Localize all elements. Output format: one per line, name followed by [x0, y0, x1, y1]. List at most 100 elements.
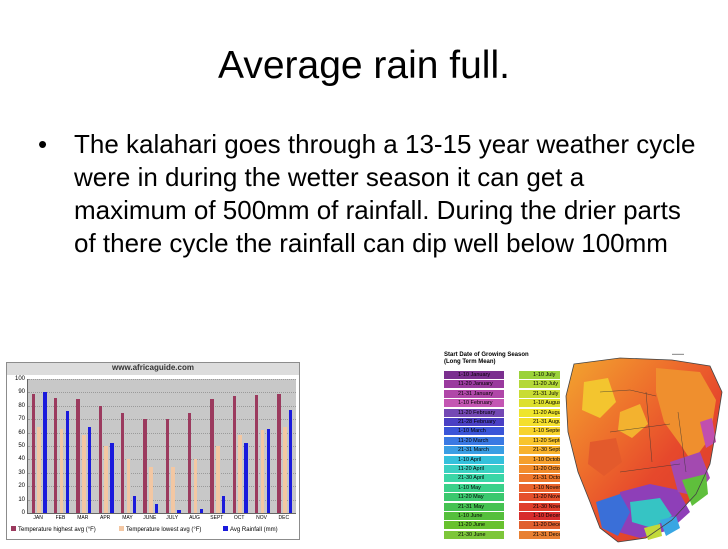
x-tick-label: APR [100, 515, 111, 521]
legend-label: 1-10 August [533, 400, 563, 407]
growing-season-map-image [565, 357, 723, 543]
gridline [28, 459, 296, 461]
legend-label: 1-10 February [458, 400, 493, 407]
growing-season-legend-item: 11-20 November [519, 493, 579, 502]
legend-swatch [519, 446, 579, 455]
legend-label: 11-20 April [458, 466, 484, 472]
chart-header: www.africaguide.com [7, 363, 299, 375]
legend-label: 1-10 December [533, 513, 571, 519]
y-tick-label: 70 [18, 416, 25, 423]
bar-jan-series-3 [43, 392, 47, 513]
growing-season-legend-item: 11-20 January [444, 380, 504, 389]
legend-swatch [519, 502, 579, 511]
legend-swatch [444, 399, 504, 408]
growing-season-legend-item: 1-10 November [519, 483, 579, 492]
legend-label: 21-31 January [458, 390, 494, 397]
y-tick-label: 10 [18, 496, 25, 503]
bullet-icon: • [38, 129, 48, 159]
legend-swatch [444, 502, 504, 511]
growing-season-legend-item: 11-20 May [444, 493, 504, 502]
map-scale-mark: ▬▬▬ [672, 351, 684, 356]
y-tick-label: 30 [18, 469, 25, 476]
legend-label: 1-10 January [458, 372, 491, 378]
legend-item: Temperature highest avg (°F) [11, 526, 96, 533]
legend-swatch [444, 436, 504, 445]
x-tick-label: JULY [166, 515, 179, 521]
gridline [28, 405, 296, 407]
growing-season-legend-item: 11-20 August [519, 408, 579, 417]
bar-may-series-2 [126, 459, 131, 513]
legend-swatch [444, 530, 504, 539]
gridline [28, 392, 296, 394]
legend-swatch [444, 408, 504, 417]
y-tick-label: 0 [21, 510, 25, 516]
growing-season-legend-item: 11-20 February [444, 408, 504, 417]
growing-season-legend-item: 21-31 July [519, 389, 579, 398]
growing-season-legend-item: 11-20 September [519, 436, 579, 445]
growing-season-legend-item: 1-10 August [519, 399, 579, 408]
bar-apr-series-1 [98, 405, 103, 513]
chart-title: www.africaguide.com [112, 363, 194, 372]
legend-label: 21-31 May [458, 503, 484, 510]
legend-swatch [519, 474, 579, 483]
x-tick-label: SEPT [210, 515, 224, 521]
bar-july-series-3 [177, 510, 181, 513]
gridline [28, 419, 296, 421]
legend-swatch [519, 371, 579, 379]
legend-swatch [519, 399, 579, 408]
legend-label: 1-10 May [458, 484, 481, 491]
legend-swatch [519, 455, 579, 464]
legend-label: 11-20 March [458, 437, 489, 444]
growing-season-legend-item: 11-20 March [444, 436, 504, 445]
bar-feb-series-3 [65, 411, 70, 513]
climate-chart: www.africaguide.com Temperature highest … [6, 362, 300, 540]
legend-label: 21-31 August [533, 419, 566, 425]
y-tick-label: 20 [18, 483, 25, 490]
bar-dec-series-2 [283, 427, 287, 513]
bar-nov-series-1 [254, 395, 259, 513]
legend-label: 1-10 November [533, 484, 571, 491]
legend-swatch [444, 389, 504, 398]
growing-season-legend-item: 11-20 July [519, 380, 579, 389]
southern-africa-map [560, 352, 724, 544]
legend-swatch [519, 465, 579, 473]
bar-feb-series-2 [59, 428, 64, 513]
legend-label: 11-20 May [458, 494, 484, 501]
legend-label: 11-20 January [458, 381, 493, 388]
growing-season-legend-item: 1-10 October [519, 455, 579, 464]
legend-label: 21-30 April [458, 475, 485, 482]
growing-season-title: Start Date of Growing Season [444, 352, 529, 358]
legend-label: Temperature lowest avg (°F) [126, 527, 202, 533]
growing-season-subtitle: (Long Term Mean) [444, 359, 496, 365]
slide-body-text: The kalahari goes through a 13-15 year w… [74, 129, 696, 258]
legend-swatch [444, 483, 504, 492]
growing-season-legend-item: 1-10 January [444, 371, 504, 379]
legend-label: 11-20 November [533, 494, 574, 501]
x-tick-label: NOV [256, 515, 267, 521]
bar-june-series-3 [154, 503, 159, 513]
bar-june-series-2 [149, 467, 153, 513]
growing-season-legend-item: 21-31 May [444, 502, 504, 511]
y-tick-label: 60 [18, 429, 25, 436]
legend-label: Temperature highest avg (°F) [18, 527, 96, 533]
legend-swatch [444, 418, 504, 426]
growing-season-legend-item: 21-30 April [444, 474, 504, 483]
legend-label: 21-31 December [533, 531, 574, 538]
bar-oct-series-1 [232, 396, 237, 513]
legend-swatch [444, 455, 504, 464]
growing-season-legend-item: 21-31 January [444, 389, 504, 398]
legend-label: 11-20 August [533, 409, 566, 416]
legend-swatch [444, 493, 504, 502]
bar-nov-series-3 [266, 428, 271, 513]
legend-label: 1-10 July [533, 372, 556, 378]
growing-season-legend-item: 1-10 July [519, 371, 579, 379]
growing-season-legend-item: 1-10 April [444, 455, 504, 464]
legend-item: Temperature lowest avg (°F) [119, 526, 201, 533]
legend-swatch [519, 493, 579, 502]
legend-swatch [519, 427, 579, 436]
legend-label: 21-31 July [533, 390, 559, 397]
legend-item: Avg Rainfall (mm) [223, 526, 278, 533]
chart-legend: Temperature highest avg (°F) Temperature … [11, 526, 297, 536]
legend-swatch [519, 408, 579, 417]
bar-aug-series-3 [199, 508, 204, 513]
